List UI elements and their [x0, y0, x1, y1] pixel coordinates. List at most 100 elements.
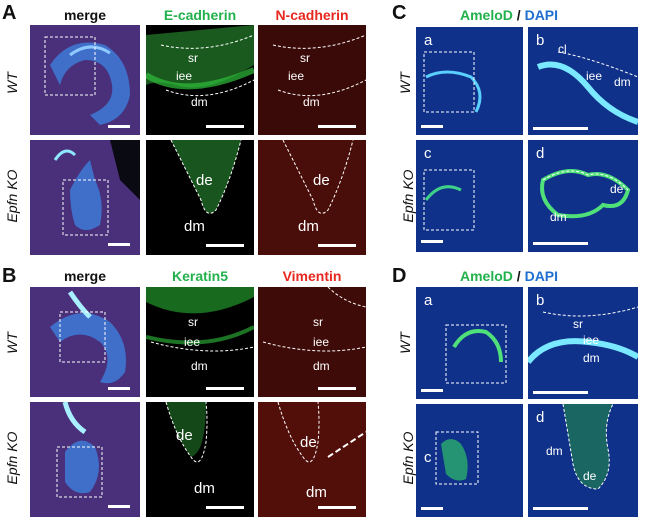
label-dm: dm	[306, 484, 327, 501]
label-dm: dm	[191, 95, 208, 109]
row-label-ko-b: Epfn KO	[4, 431, 20, 485]
label-dm: dm	[546, 444, 563, 458]
header-c-amelod: AmeloD	[460, 7, 513, 23]
label-de: de	[300, 434, 317, 451]
tile-a-merge-wt	[30, 25, 140, 135]
label-iee: iee	[313, 335, 330, 349]
panel-label-a: A	[2, 2, 17, 24]
header-vimentin: Vimentin	[282, 268, 342, 284]
scale-bar	[533, 507, 588, 510]
label-de: de	[196, 172, 213, 189]
tile-b-red-wt: sr iee dm	[258, 287, 366, 397]
scale-bar	[421, 125, 443, 128]
scale-bar	[421, 507, 443, 510]
label-sr: sr	[188, 315, 198, 329]
scale-bar	[318, 387, 356, 390]
scale-bar	[206, 244, 244, 247]
panel-label-c: C	[392, 2, 407, 24]
tile-letter: c	[424, 145, 432, 162]
row-label-ko-a: Epfn KO	[4, 169, 20, 223]
tile-d-d: d dm de	[528, 404, 638, 517]
scale-bar	[108, 505, 130, 508]
label-iee: iee	[176, 69, 193, 83]
tile-d-b: b sr iee dm	[528, 287, 638, 399]
tile-letter: a	[424, 32, 433, 49]
header-d-dapi: DAPI	[524, 268, 559, 284]
tile-letter: d	[536, 145, 545, 162]
scale-bar	[108, 243, 130, 246]
label-dm: dm	[550, 210, 567, 224]
tile-c-c: c	[416, 140, 523, 252]
label-iee: iee	[184, 335, 201, 349]
tile-a-merge-ko	[30, 140, 140, 255]
header-merge-a: merge	[63, 7, 107, 23]
scale-bar	[108, 387, 130, 390]
panel-label-b: B	[2, 265, 17, 287]
label-iee: iee	[586, 69, 603, 83]
label-iee: iee	[583, 333, 600, 347]
label-sr: sr	[300, 51, 310, 65]
row-label-wt-c: WT	[397, 72, 413, 94]
scale-bar	[108, 125, 130, 128]
header-keratin5: Keratin5	[171, 268, 229, 284]
scale-bar	[421, 240, 443, 243]
header-c: AmeloD / DAPI	[460, 7, 610, 23]
scale-bar	[318, 244, 356, 247]
tile-letter: d	[536, 409, 545, 426]
tile-a-red-ko: de dm	[258, 140, 366, 255]
label-de: de	[583, 469, 597, 483]
label-dm: dm	[191, 359, 208, 373]
scale-bar	[206, 506, 244, 509]
tile-d-a: a	[416, 287, 523, 399]
label-sr: sr	[573, 317, 583, 331]
label-dm: dm	[614, 75, 631, 89]
scale-bar	[421, 389, 443, 392]
scale-bar	[533, 391, 588, 394]
tile-letter: b	[536, 32, 545, 49]
header-merge-b: merge	[63, 268, 107, 284]
tile-b-green-ko: de dm	[146, 402, 254, 517]
tile-c-a: a	[416, 27, 523, 135]
tile-letter: c	[424, 449, 432, 466]
row-label-wt-a: WT	[4, 72, 20, 94]
row-label-wt-b: WT	[4, 332, 20, 354]
header-d-sep: /	[512, 268, 525, 284]
label-dm: dm	[184, 218, 205, 235]
scale-bar	[206, 387, 244, 390]
label-de: de	[313, 172, 330, 189]
label-sr: sr	[313, 315, 323, 329]
tile-d-c: c	[416, 404, 523, 517]
tile-b-green-wt: sr iee dm	[146, 287, 254, 397]
row-label-ko-c: Epfn KO	[400, 169, 416, 223]
tile-letter: b	[536, 292, 545, 309]
header-d: AmeloD / DAPI	[460, 268, 610, 284]
scale-bar	[318, 506, 356, 509]
label-dm: dm	[194, 480, 215, 497]
label-dm: dm	[298, 218, 319, 235]
label-dm: dm	[303, 95, 320, 109]
scale-bar	[318, 125, 356, 128]
tile-a-red-wt: sr iee dm	[258, 25, 366, 135]
tile-c-b: b cl iee dm	[528, 27, 638, 135]
label-cl: cl	[558, 42, 567, 56]
label-iee: iee	[288, 69, 305, 83]
header-c-dapi: DAPI	[524, 7, 559, 23]
tile-b-merge-ko	[30, 402, 140, 517]
tile-c-d: d de dm	[528, 140, 638, 252]
scale-bar	[533, 242, 588, 245]
scale-bar	[206, 125, 244, 128]
header-d-amelod: AmeloD	[460, 268, 513, 284]
label-sr: sr	[188, 51, 198, 65]
scale-bar	[533, 127, 588, 130]
tile-letter: a	[424, 292, 433, 309]
header-n-cadherin: N-cadherin	[275, 7, 349, 23]
label-dm: dm	[583, 351, 600, 365]
row-label-wt-d: WT	[397, 332, 413, 354]
header-c-sep: /	[512, 7, 525, 23]
header-e-cadherin: E-cadherin	[163, 7, 237, 23]
tile-a-green-ko: de dm	[146, 140, 254, 255]
tile-b-red-ko: de dm	[258, 402, 366, 517]
label-de: de	[176, 427, 193, 444]
label-de: de	[610, 182, 624, 196]
tile-b-merge-wt	[30, 287, 140, 397]
